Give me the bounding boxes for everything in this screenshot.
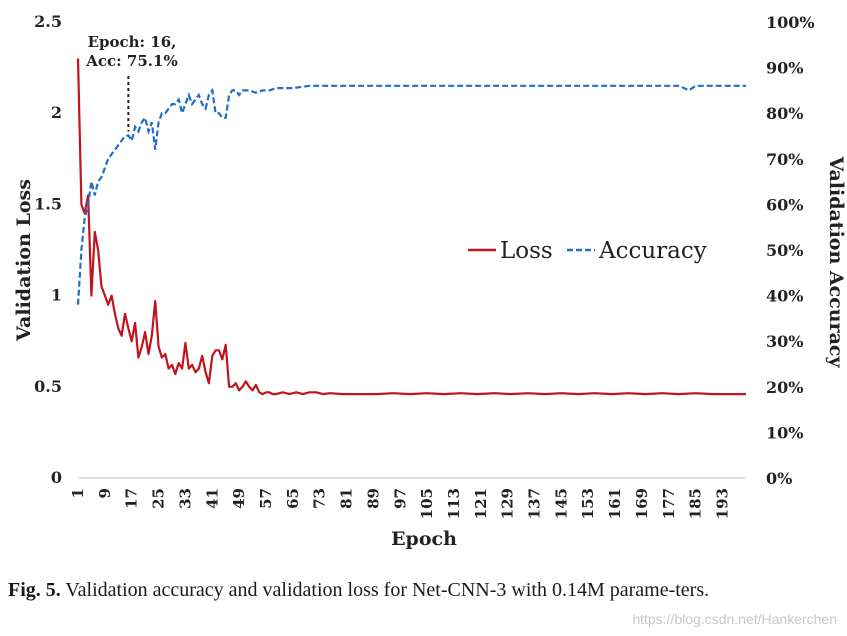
y-tick-right-label: 60%	[766, 195, 803, 214]
y-axis-title-right: Validation Accuracy	[825, 155, 847, 368]
y-tick-left-label: 2.5	[34, 12, 62, 31]
x-tick-label: 1	[69, 488, 87, 498]
y-tick-right-label: 0%	[766, 469, 792, 488]
y-tick-right-label: 40%	[766, 287, 803, 306]
x-tick-label: 161	[606, 488, 624, 519]
legend-label-loss: Loss	[500, 238, 553, 264]
x-tick-label: 9	[96, 488, 114, 498]
y-tick-left-label: 2	[51, 103, 62, 122]
x-tick-label: 41	[203, 488, 221, 509]
y-tick-right-label: 20%	[766, 378, 803, 397]
annotation-line2: Acc: 75.1%	[85, 52, 177, 70]
x-tick-label: 49	[230, 488, 248, 509]
x-tick-label: 105	[418, 488, 436, 519]
x-tick-label: 177	[660, 488, 678, 519]
x-tick-label: 145	[552, 488, 570, 519]
x-tick-label: 185	[687, 488, 705, 519]
figure-label: Fig. 5.	[8, 579, 61, 601]
y-tick-right-label: 90%	[766, 59, 803, 78]
x-tick-label: 129	[499, 488, 517, 519]
x-tick-label: 57	[257, 488, 275, 509]
y-tick-left-label: 1	[51, 286, 62, 305]
legend: Loss Accuracy	[468, 238, 707, 264]
legend-label-accuracy: Accuracy	[598, 238, 707, 264]
y-tick-left-label: 0.5	[34, 377, 62, 396]
y-tick-right-label: 80%	[766, 104, 803, 123]
annotation-line1: Epoch: 16,	[88, 33, 177, 51]
x-tick-label: 169	[633, 488, 651, 519]
x-tick-label: 65	[284, 488, 302, 509]
x-tick-label: 25	[150, 488, 168, 509]
x-tick-label: 81	[338, 488, 356, 509]
x-tick-label: 17	[123, 488, 141, 509]
x-tick-label: 73	[311, 488, 329, 509]
accuracy-line	[76, 84, 746, 305]
figure-caption: Fig. 5. Validation accuracy and validati…	[8, 578, 840, 603]
x-tick-label: 97	[391, 488, 409, 509]
y-tick-right-label: 100%	[766, 13, 815, 32]
y-tick-right-label: 50%	[766, 241, 803, 260]
y-tick-right-label: 30%	[766, 332, 803, 351]
caption-text: Validation accuracy and validation loss …	[65, 579, 710, 601]
y-tick-right-label: 10%	[766, 423, 803, 442]
x-tick-label: 153	[579, 488, 597, 519]
validation-chart: 0 0.5 1 1.5 2 2.5 0% 10% 20% 30% 40% 50% 60% 70% 80% 9…	[13, 12, 847, 550]
y-axis-title-left: Validation Loss	[13, 179, 35, 342]
x-tick-label: 33	[176, 488, 194, 509]
x-tick-label: 89	[364, 488, 382, 509]
y-tick-left-label: 0	[51, 468, 62, 487]
x-tick-label: 137	[526, 488, 544, 519]
x-tick-label: 193	[714, 488, 732, 519]
x-tick-label: 113	[445, 488, 463, 519]
x-axis-title: Epoch	[391, 528, 457, 550]
x-tick-label: 121	[472, 488, 490, 519]
y-tick-right-label: 70%	[766, 150, 803, 169]
loss-line	[76, 58, 746, 396]
y-tick-left-label: 1.5	[34, 194, 62, 213]
watermark: https://blog.csdn.net/Hankerchen	[632, 611, 837, 627]
